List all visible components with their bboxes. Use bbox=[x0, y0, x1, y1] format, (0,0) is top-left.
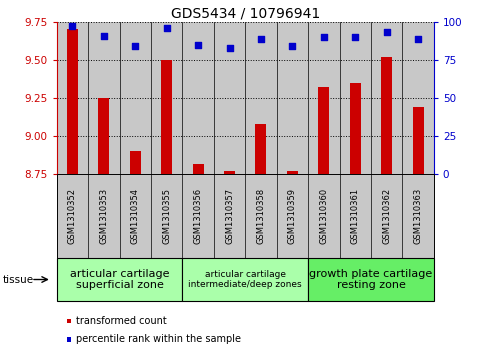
Point bbox=[288, 43, 296, 49]
Bar bbox=[214, 22, 246, 174]
Text: GSM1310357: GSM1310357 bbox=[225, 188, 234, 244]
Text: GSM1310362: GSM1310362 bbox=[382, 188, 391, 244]
Bar bbox=[224, 171, 235, 174]
Bar bbox=[67, 29, 78, 174]
Text: GSM1310356: GSM1310356 bbox=[194, 188, 203, 244]
Bar bbox=[130, 151, 141, 174]
Bar bbox=[161, 60, 172, 174]
Bar bbox=[318, 87, 329, 174]
Point bbox=[100, 33, 108, 38]
Text: GSM1310352: GSM1310352 bbox=[68, 188, 77, 244]
Text: GSM1310353: GSM1310353 bbox=[99, 188, 108, 244]
Bar bbox=[402, 22, 434, 174]
Text: GSM1310361: GSM1310361 bbox=[351, 188, 360, 244]
Bar bbox=[255, 124, 267, 174]
Point bbox=[69, 24, 76, 29]
Text: articular cartilage
superficial zone: articular cartilage superficial zone bbox=[70, 269, 169, 290]
Bar bbox=[350, 83, 361, 174]
Bar bbox=[151, 22, 182, 174]
Bar bbox=[413, 107, 423, 174]
Text: GSM1310359: GSM1310359 bbox=[288, 188, 297, 244]
Point bbox=[414, 36, 422, 41]
Point bbox=[320, 34, 328, 40]
Text: GSM1310358: GSM1310358 bbox=[256, 188, 266, 244]
Bar bbox=[193, 164, 204, 174]
Text: GSM1310355: GSM1310355 bbox=[162, 188, 171, 244]
Bar bbox=[308, 22, 340, 174]
Bar bbox=[98, 98, 109, 174]
Text: growth plate cartilage
resting zone: growth plate cartilage resting zone bbox=[310, 269, 433, 290]
Point bbox=[383, 29, 390, 35]
Bar bbox=[277, 22, 308, 174]
Bar bbox=[371, 22, 402, 174]
Bar bbox=[182, 22, 214, 174]
Text: articular cartilage
intermediate/deep zones: articular cartilage intermediate/deep zo… bbox=[188, 270, 302, 289]
Title: GDS5434 / 10796941: GDS5434 / 10796941 bbox=[171, 7, 320, 21]
Text: transformed count: transformed count bbox=[76, 316, 167, 326]
Bar bbox=[287, 171, 298, 174]
Bar bbox=[245, 22, 277, 174]
Text: percentile rank within the sample: percentile rank within the sample bbox=[76, 334, 241, 344]
Point bbox=[131, 43, 139, 49]
Bar bbox=[119, 22, 151, 174]
Text: GSM1310354: GSM1310354 bbox=[131, 188, 140, 244]
Text: GSM1310363: GSM1310363 bbox=[414, 188, 423, 244]
Point bbox=[257, 36, 265, 41]
Bar bbox=[340, 22, 371, 174]
Point bbox=[163, 25, 171, 31]
Text: tissue: tissue bbox=[2, 274, 34, 285]
Text: GSM1310360: GSM1310360 bbox=[319, 188, 328, 244]
Point bbox=[226, 45, 234, 50]
Bar bbox=[88, 22, 119, 174]
Bar bbox=[57, 22, 88, 174]
Bar bbox=[381, 57, 392, 174]
Point bbox=[352, 34, 359, 40]
Point bbox=[194, 42, 202, 48]
